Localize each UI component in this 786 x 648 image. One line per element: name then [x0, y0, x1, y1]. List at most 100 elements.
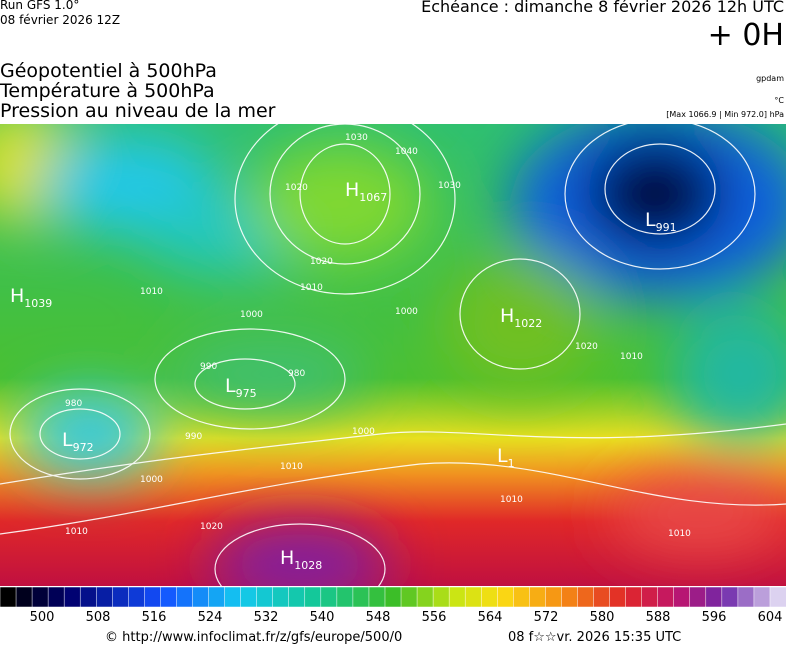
colorbar: [0, 587, 786, 607]
unit-geo: gpdam: [756, 74, 784, 83]
color-swatch: [432, 587, 450, 607]
pressure-center: H1022: [500, 305, 542, 330]
color-swatch: [400, 587, 418, 607]
color-swatch: [352, 587, 370, 607]
color-swatch: [689, 587, 707, 607]
colorbar-tick: 556: [421, 610, 447, 625]
colorbar-tick: 564: [477, 610, 503, 625]
center-kind: L: [645, 209, 656, 231]
color-swatch: [112, 587, 130, 607]
center-kind: L: [62, 429, 73, 451]
color-swatch: [31, 587, 49, 607]
color-swatch: [288, 587, 306, 607]
isobar-label: 1010: [500, 495, 523, 505]
offset: + 0H: [707, 18, 784, 53]
color-swatch: [673, 587, 691, 607]
color-swatch: [480, 587, 499, 607]
colorbar-tick: 604: [757, 610, 783, 625]
color-swatch: [577, 587, 595, 607]
pressure-center: L972: [62, 429, 94, 454]
center-kind: H: [10, 285, 24, 307]
isobar-label: 1040: [395, 147, 418, 157]
color-swatch: [304, 587, 322, 607]
color-swatch: [240, 587, 258, 607]
color-swatch: [95, 587, 114, 607]
color-swatch: [384, 587, 402, 607]
color-swatch: [128, 587, 146, 607]
run-date: 08 février 2026 12Z: [0, 13, 121, 27]
isobar-label: 1010: [65, 527, 88, 537]
isobar-label: 1020: [575, 342, 598, 352]
color-swatch: [272, 587, 290, 607]
footer-time: 08 f☆☆vr. 2026 15:35 UTC: [508, 630, 682, 645]
isobar-label: 980: [288, 369, 305, 379]
color-swatch: [15, 587, 33, 607]
isobar-label: 1020: [200, 522, 223, 532]
isobar-label: 980: [65, 399, 82, 409]
center-value: 972: [73, 441, 94, 454]
map: H1067H1039L991H1022L975L972H1028L1103010…: [0, 124, 786, 586]
pressure-center: L1: [497, 445, 515, 470]
color-swatch: [224, 587, 242, 607]
isobar-label: 1000: [395, 307, 418, 317]
isobar-label: 1010: [620, 352, 643, 362]
isobar-label: 990: [185, 432, 202, 442]
color-swatch: [448, 587, 466, 607]
center-value: 1067: [359, 191, 387, 204]
color-swatch: [336, 587, 354, 607]
center-kind: H: [345, 179, 359, 201]
title-3: Pression au niveau de la mer: [0, 100, 276, 122]
colorbar-tick: 580: [589, 610, 615, 625]
pressure-center: H1039: [10, 285, 52, 310]
color-swatch: [545, 587, 563, 607]
center-value: 1022: [514, 317, 542, 330]
color-swatch: [79, 587, 97, 607]
color-swatch: [192, 587, 210, 607]
isobar-label: 1000: [140, 475, 163, 485]
isobar-label: 990: [200, 362, 217, 372]
title-2: Température à 500hPa: [0, 80, 215, 102]
color-swatch: [0, 587, 17, 607]
colorbar-tick: 532: [253, 610, 279, 625]
isobar-label: 1000: [352, 427, 375, 437]
color-swatch: [144, 587, 162, 607]
color-swatch: [641, 587, 659, 607]
center-value: 975: [236, 387, 257, 400]
color-swatch: [657, 587, 675, 607]
footer-url: © http://www.infoclimat.fr/z/gfs/europe/…: [105, 630, 403, 645]
color-swatch: [593, 587, 611, 607]
colorbar-tick: 548: [365, 610, 391, 625]
color-swatch: [737, 587, 755, 607]
pressure-center: L991: [645, 209, 677, 234]
isobar-label: 1020: [285, 183, 308, 193]
color-swatch: [721, 587, 739, 607]
run: Run GFS 1.0°: [0, 0, 80, 12]
color-swatch: [464, 587, 482, 607]
colorbar-tick: 572: [533, 610, 559, 625]
center-kind: H: [500, 305, 514, 327]
color-swatch: [47, 587, 65, 607]
color-swatch: [63, 587, 81, 607]
color-swatch: [705, 587, 723, 607]
pressure-center: L975: [225, 375, 257, 400]
center-kind: H: [280, 547, 294, 569]
color-swatch: [609, 587, 627, 607]
color-swatch: [513, 587, 531, 607]
title-1: Géopotentiel à 500hPa: [0, 60, 217, 82]
isobar-label: 1030: [438, 181, 461, 191]
echeance: Echéance : dimanche 8 février 2026 12h U…: [421, 0, 784, 16]
color-swatch: [561, 587, 579, 607]
color-swatch: [320, 587, 338, 607]
color-swatch: [753, 587, 771, 607]
center-kind: L: [225, 375, 236, 397]
color-swatch: [529, 587, 547, 607]
color-swatch: [625, 587, 643, 607]
center-value: 1: [508, 457, 515, 470]
pressure-center: H1067: [345, 179, 387, 204]
colorbar-tick: 596: [701, 610, 727, 625]
colorbar-tick: 500: [29, 610, 55, 625]
pressure-center: H1028: [280, 547, 322, 572]
color-swatch: [368, 587, 386, 607]
colorbar-tick: 524: [197, 610, 223, 625]
